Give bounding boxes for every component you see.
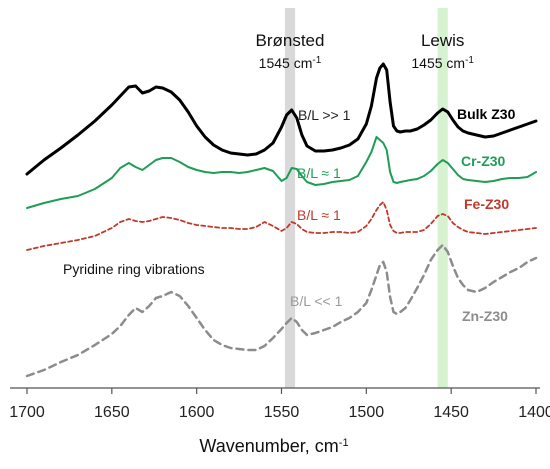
series-labels: B/L >> 1 Bulk Z30 B/L ≈ 1 Cr-Z30 B/L ≈ 1 Fe-Z… — [290, 106, 516, 324]
band-subtitle-text-0: 1545 cm — [259, 55, 313, 71]
x-tick-label-5: 1450 — [433, 404, 469, 421]
band-0 — [284, 8, 296, 388]
x-axis-title-text: Wavenumber, cm — [199, 436, 338, 456]
band-title-1: Lewis — [421, 31, 464, 50]
band-1 — [437, 8, 448, 388]
band-subtitle-superscript-1: -1 — [465, 55, 474, 66]
band-subtitle-text-1: 1455 cm — [411, 55, 465, 71]
band-subtitle-1: 1455 cm-1 — [411, 55, 474, 72]
x-axis-title-superscript: -1 — [339, 437, 349, 449]
series-ratio-1: B/L ≈ 1 — [297, 165, 341, 181]
annotation-pyridine: Pyridine ring vibrations — [63, 261, 205, 277]
series-ratio-0: B/L >> 1 — [298, 107, 351, 123]
series-line-1 — [26, 136, 537, 209]
x-axis-title: Wavenumber, cm-1 — [199, 436, 348, 456]
series-ratio-3: B/L << 1 — [290, 293, 343, 309]
series-line-3 — [25, 243, 538, 378]
x-tick-label-6: 1400 — [518, 404, 550, 421]
series-name-1: Cr-Z30 — [461, 153, 506, 169]
band-subtitle-superscript-0: -1 — [312, 55, 321, 66]
x-tick-label-4: 1500 — [349, 404, 385, 421]
x-tick-label-1: 1650 — [94, 404, 130, 421]
highlight-bands — [284, 8, 448, 388]
series-lines — [25, 62, 538, 378]
band-title-0: Brønsted — [255, 31, 324, 50]
series-name-2: Fe-Z30 — [464, 196, 509, 212]
series-ratio-2: B/L ≈ 1 — [297, 207, 341, 223]
x-tick-label-2: 1600 — [179, 404, 215, 421]
series-name-0: Bulk Z30 — [457, 106, 516, 122]
band-subtitle-0: 1545 cm-1 — [259, 55, 322, 72]
series-line-0 — [25, 62, 538, 176]
x-tick-label-3: 1550 — [264, 404, 300, 421]
x-axis: 1700 1650 1600 1550 1500 1450 1400 — [9, 387, 550, 421]
series-line-2 — [26, 201, 537, 251]
x-tick-label-0: 1700 — [9, 404, 45, 421]
series-name-3: Zn-Z30 — [462, 308, 508, 324]
